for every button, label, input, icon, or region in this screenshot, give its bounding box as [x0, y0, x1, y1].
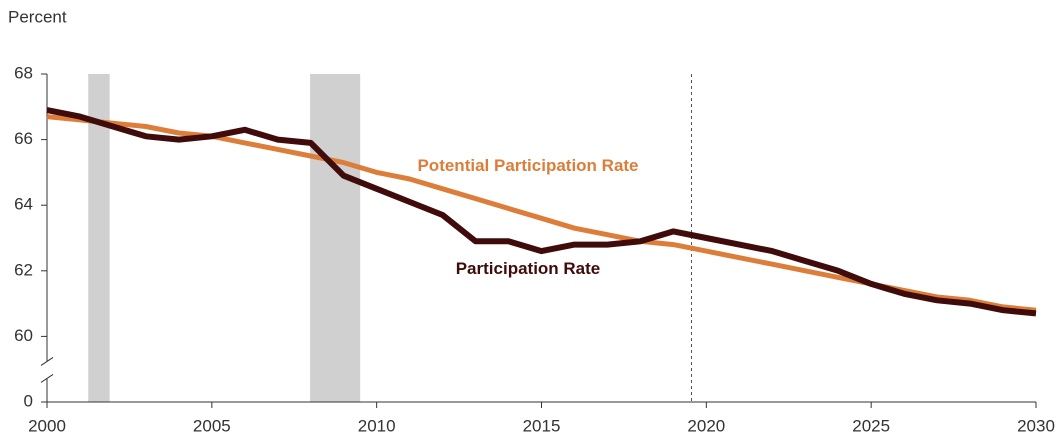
x-tick-label: 2025: [852, 416, 890, 435]
series-label: Potential Participation Rate: [417, 156, 639, 175]
x-tick-label: 2005: [193, 416, 231, 435]
recession-band: [88, 74, 110, 402]
series-label: Participation Rate: [455, 259, 601, 278]
x-tick-label: 2015: [523, 416, 561, 435]
x-tick-label: 2010: [358, 416, 396, 435]
x-tick-label: 2000: [28, 416, 66, 435]
y-axis-label: Percent: [8, 7, 67, 26]
axis-break: [40, 373, 54, 383]
x-tick-label: 2020: [687, 416, 725, 435]
series-line: [46, 107, 1037, 317]
axis-break: [40, 356, 54, 366]
y-tick-label: 64: [14, 195, 33, 214]
y-tick-label: 62: [14, 260, 33, 279]
y-tick-label: 0: [24, 391, 33, 410]
recession-band: [310, 74, 361, 402]
x-tick-label: 2030: [1017, 416, 1055, 435]
y-tick-label: 68: [14, 63, 33, 82]
y-tick-label: 66: [14, 129, 33, 148]
series-label-box: Participation Rate: [455, 259, 601, 278]
y-tick-label: 60: [14, 326, 33, 345]
series-label-box: Potential Participation Rate: [417, 156, 639, 175]
